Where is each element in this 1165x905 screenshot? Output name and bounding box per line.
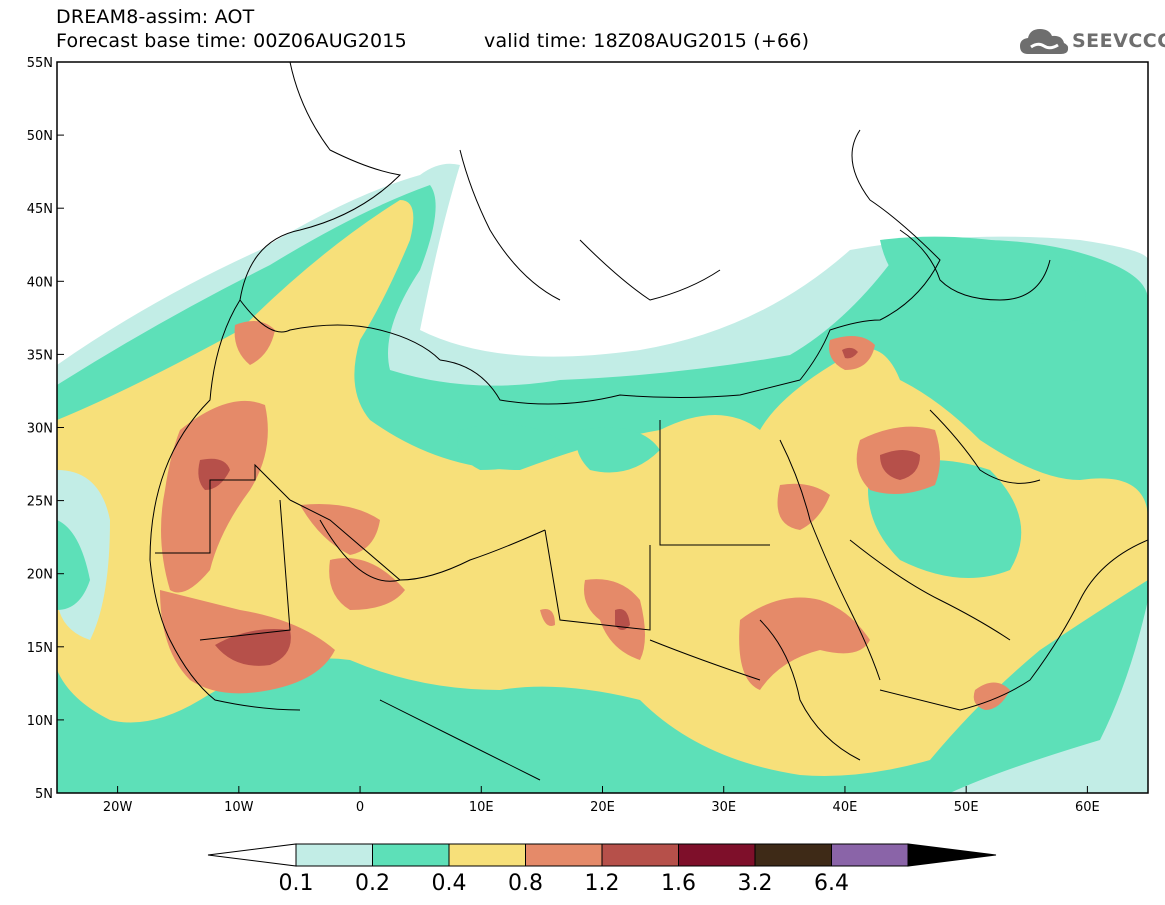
lat-tick-label: 45N <box>27 202 53 217</box>
lat-tick-label: 25N <box>27 495 53 510</box>
lat-tick-label: 35N <box>27 348 53 363</box>
lon-tick-label: 20W <box>103 800 133 815</box>
colorbar-label: 1.6 <box>661 871 696 896</box>
colorbar-segment <box>678 843 756 867</box>
colorbar-label: 1.2 <box>585 871 620 896</box>
colorbar-segment <box>831 843 909 867</box>
colorbar-segment <box>754 843 832 867</box>
valid-time: valid time: 18Z08AUG2015 (+66) <box>484 30 810 52</box>
colorbar-label: 0.1 <box>279 871 314 896</box>
latitude-axis: 55N 50N 45N 40N 35N 30N 25N 20N 15N 10N 5N <box>27 56 64 802</box>
coastlines <box>149 62 1148 781</box>
cloud-icon <box>1020 29 1069 54</box>
colorbar-label: 0.2 <box>355 871 390 896</box>
lat-tick-label: 55N <box>27 56 53 71</box>
lon-tick-label: 20E <box>590 800 615 815</box>
lon-tick-label: 0 <box>356 800 364 815</box>
lon-tick-label: 10E <box>469 800 494 815</box>
colorbar-label: 0.4 <box>432 871 467 896</box>
colorbar-label: 3.2 <box>738 871 773 896</box>
logo-text: SEEVCCC <box>1072 30 1165 52</box>
lon-tick-label: 40E <box>833 800 858 815</box>
lat-tick-label: 5N <box>35 787 53 802</box>
lon-tick-label: 10W <box>224 800 254 815</box>
lon-tick-label: 60E <box>1075 800 1100 815</box>
lat-tick-label: 10N <box>27 714 53 729</box>
aot-field <box>57 62 1148 793</box>
model-title: DREAM8-assim: AOT <box>56 6 255 28</box>
seevccc-logo: SEEVCCC <box>1018 24 1165 60</box>
colorbar: 0.1 0.2 0.4 0.8 1.2 1.6 3.2 6.4 <box>207 843 997 896</box>
lat-tick-label: 40N <box>27 275 53 290</box>
colorbar-underflow <box>207 843 297 867</box>
lon-tick-label: 50E <box>954 800 979 815</box>
colorbar-segment <box>295 843 373 867</box>
colorbar-overflow <box>907 843 997 867</box>
colorbar-segment <box>601 843 679 867</box>
colorbar-label: 0.8 <box>508 871 543 896</box>
colorbar-segment <box>448 843 526 867</box>
forecast-base-time: Forecast base time: 00Z06AUG2015 <box>56 30 407 52</box>
colorbar-segment <box>525 843 603 867</box>
longitude-axis: 20W 10W 0 10E 20E 30E 40E 50E 60E <box>103 786 1100 815</box>
lat-tick-label: 50N <box>27 129 53 144</box>
lon-tick-label: 30E <box>711 800 736 815</box>
lat-tick-label: 20N <box>27 568 53 583</box>
lat-tick-label: 15N <box>27 641 53 656</box>
colorbar-label: 6.4 <box>814 871 849 896</box>
colorbar-segment <box>372 843 450 867</box>
lat-tick-label: 30N <box>27 422 53 437</box>
